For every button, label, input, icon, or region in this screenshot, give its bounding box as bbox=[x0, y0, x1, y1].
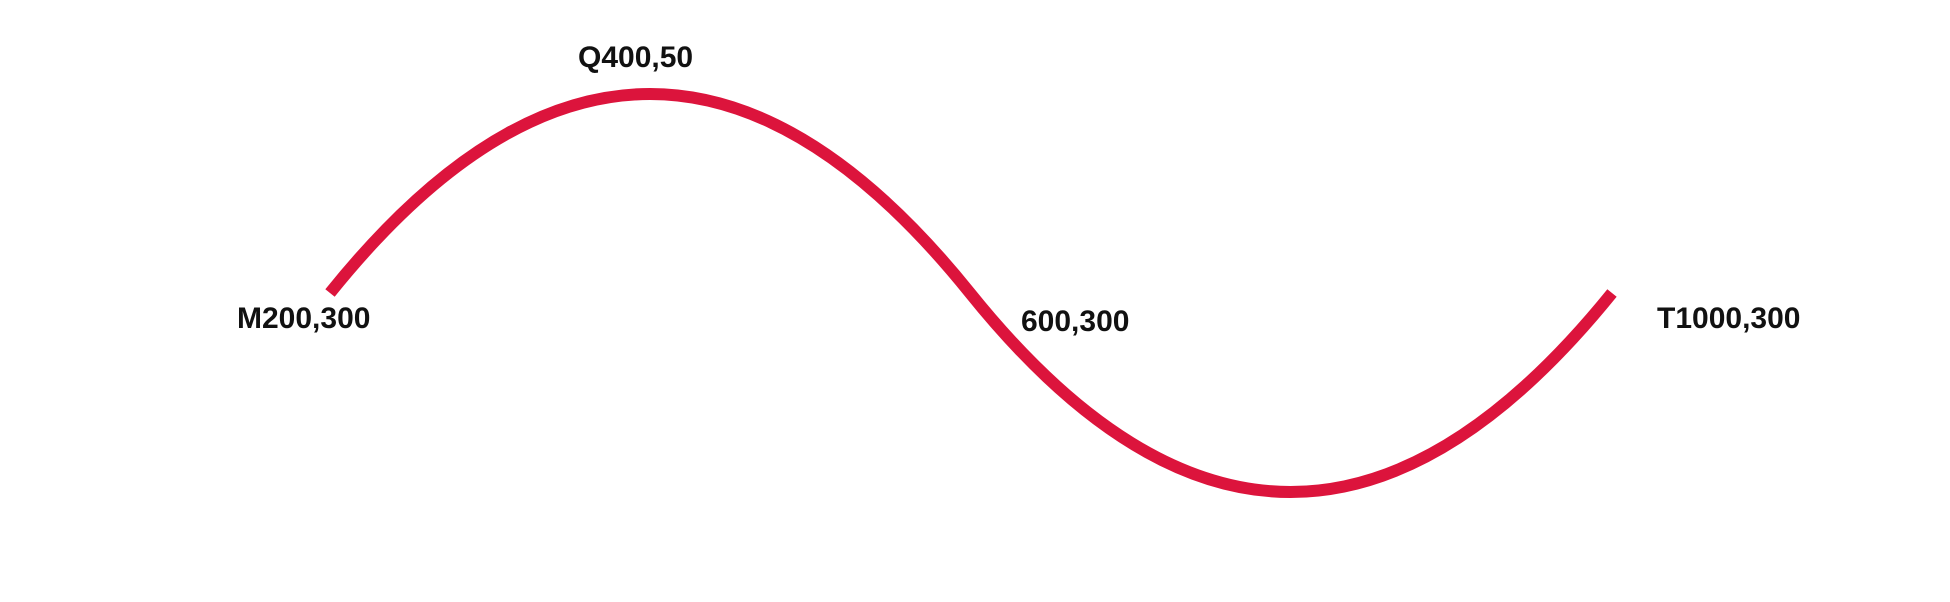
label-mid-point: 600,300 bbox=[1021, 305, 1129, 338]
label-end-point: T1000,300 bbox=[1657, 302, 1800, 335]
label-control-point: Q400,50 bbox=[578, 41, 693, 74]
bezier-curve bbox=[325, 88, 1617, 498]
label-start-point: M200,300 bbox=[237, 302, 370, 335]
